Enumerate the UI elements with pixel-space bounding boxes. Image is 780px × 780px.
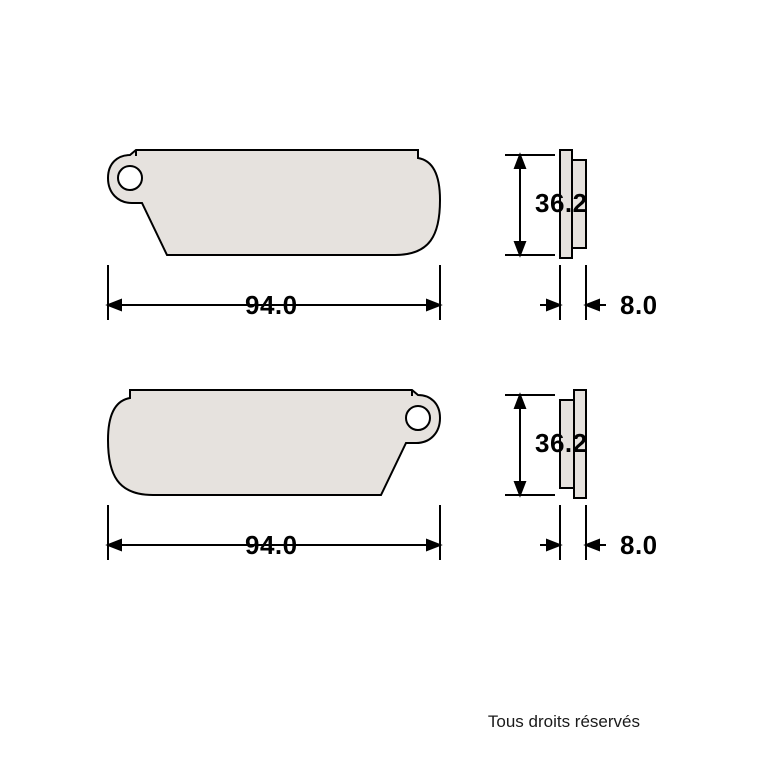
top-pad-eyelet (118, 166, 142, 190)
top-thickness-label: 8.0 (620, 290, 658, 321)
top-height-label: 36.2 (535, 188, 588, 219)
bottom-height-label: 36.2 (535, 428, 588, 459)
bottom-pad-group (108, 390, 606, 560)
bottom-pad-eyelet (406, 406, 430, 430)
top-thickness-dim (540, 265, 606, 320)
bottom-thickness-label: 8.0 (620, 530, 658, 561)
bottom-thickness-dim (540, 505, 606, 560)
top-pad-front (108, 150, 440, 255)
top-width-label: 94.0 (245, 290, 298, 321)
brake-pad-diagram (0, 0, 780, 780)
copyright-text: Tous droits réservés (488, 712, 640, 732)
bottom-width-label: 94.0 (245, 530, 298, 561)
top-pad-group (108, 150, 606, 320)
bottom-pad-front (108, 390, 440, 495)
